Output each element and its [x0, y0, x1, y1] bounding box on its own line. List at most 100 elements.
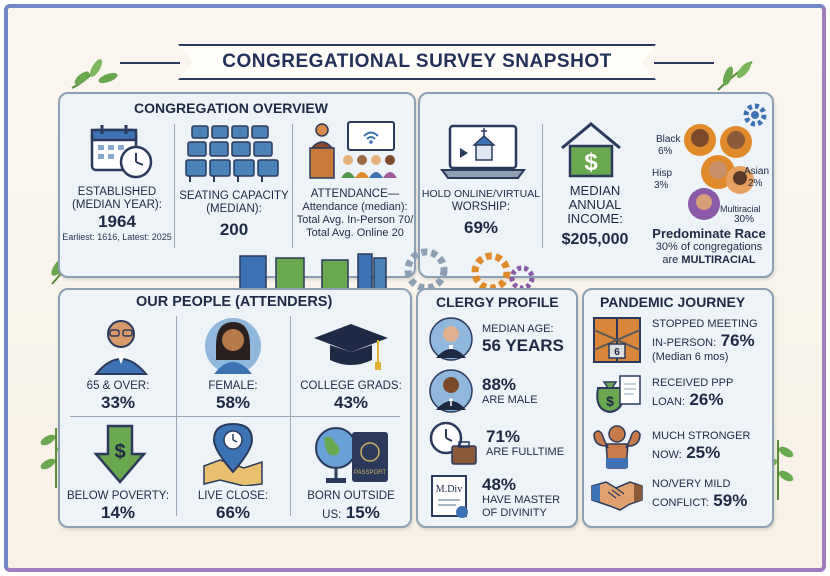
attendance-text: Total Avg. Online 20	[306, 227, 404, 239]
pandemic-stronger-text: MUCH STRONGER NOW: 25%	[652, 430, 750, 463]
clergy-mdiv-label: OF DIVINITY	[482, 506, 547, 519]
stopped-line: IN-PERSON: 76%	[652, 331, 758, 351]
divider	[174, 124, 175, 248]
divider	[70, 416, 400, 417]
stronger-value: 25%	[686, 442, 721, 462]
clergy-mdiv-row: M.Div 48% HAVE MASTER OF DIVINITY	[428, 472, 560, 522]
mdiv-badge: M.Div	[436, 484, 462, 495]
attendance-text: Attendance (median):	[302, 201, 408, 213]
people-value: 43%	[333, 393, 369, 412]
elderly-pastor-icon	[429, 317, 473, 361]
page-title: CONGREGATIONAL SURVEY SNAPSHOT	[178, 44, 656, 80]
pews-icon	[185, 125, 279, 182]
male-pastor-icon	[429, 369, 473, 413]
gear-icon	[743, 103, 767, 127]
divider	[542, 124, 543, 248]
ppp-label: RECEIVED PPP	[652, 376, 734, 389]
clergy-male-text: 88% ARE MALE	[482, 375, 538, 407]
seating-label: (MEDIAN):	[206, 203, 262, 215]
overview-title: CONGREGATION OVERVIEW	[134, 100, 328, 116]
svg-text:PASSPORT: PASSPORT	[354, 470, 386, 476]
leaf-decoration-icon	[717, 61, 753, 91]
clergy-male-value: 88%	[482, 375, 517, 394]
seating-label: SEATING CAPACITY	[179, 190, 289, 202]
online-label: HOLD ONLINE/VIRTUAL	[421, 188, 541, 200]
laptop-church-icon	[440, 124, 526, 179]
calendar-clock-icon	[90, 125, 153, 179]
attendance-cell: ATTENDANCE— Attendance (median): Total A…	[294, 188, 416, 240]
race-line: 30% of congregations	[655, 241, 763, 253]
handshake-icon	[591, 481, 643, 511]
clergy-fulltime-text: 71% ARE FULLTIME	[486, 427, 564, 459]
stronger-line: NOW: 25%	[652, 443, 750, 463]
title-line-left	[120, 62, 180, 64]
strong-arm-icon	[593, 425, 641, 469]
people-value: 33%	[100, 393, 136, 412]
people-value: 15%	[345, 503, 380, 522]
seating-value: 200	[219, 220, 249, 239]
diploma-icon: M.Div	[431, 475, 468, 518]
money-bag-document-icon: $	[596, 375, 641, 414]
people-cell: LIVE CLOSE: 66%	[176, 490, 290, 523]
stopped-sub: (Median 6 mos)	[652, 351, 729, 363]
online-value: 69%	[463, 218, 499, 237]
down-arrow-dollar-icon: $	[93, 424, 147, 484]
ppp-value: 26%	[689, 389, 724, 409]
clergy-male-row: 88% ARE MALE	[428, 368, 538, 414]
clergy-mdiv-text: 48% HAVE MASTER OF DIVINITY	[482, 475, 560, 520]
income-label: INCOME:	[567, 211, 623, 226]
race-asian-label: Asian	[744, 166, 770, 177]
clergy-fulltime-value: 71%	[486, 427, 521, 446]
svg-text:$: $	[114, 441, 125, 463]
pandemic-title: PANDEMIC JOURNEY	[600, 294, 746, 310]
pandemic-stopped-text: STOPPED MEETING IN-PERSON: 76% (Median 6…	[652, 318, 758, 364]
clergy-mdiv-label: HAVE MASTER	[482, 493, 561, 506]
clergy-age-label: MEDIAN AGE:	[482, 323, 554, 335]
people-label: 65 & OVER:	[86, 380, 150, 392]
clergy-title: CLERGY PROFILE	[436, 294, 559, 310]
people-title: OUR PEOPLE (ATTENDERS)	[136, 294, 333, 310]
people-cell: BORN OUTSIDE US: 15%	[290, 490, 412, 523]
house-dollar-icon: $	[561, 122, 621, 178]
people-value: 58%	[215, 393, 251, 412]
clock-briefcase-icon	[429, 421, 477, 465]
preacher-audience-icon	[309, 121, 397, 179]
people-cell: 65 & OVER: 33%	[60, 380, 176, 413]
established-label: (MEDIAN YEAR):	[72, 199, 162, 211]
attendance-label: ATTENDANCE—	[310, 188, 400, 200]
people-value: 66%	[215, 503, 251, 522]
people-cell: COLLEGE GRADS: 43%	[290, 380, 412, 413]
globe-passport-icon: PASSPORT	[315, 427, 388, 483]
race-multi-pct: 30%	[734, 214, 755, 225]
pandemic-stopped-row: 6 STOPPED MEETING IN-PERSON: 76% (Median…	[590, 316, 758, 366]
clergy-age-row: MEDIAN AGE: 56 YEARS	[428, 316, 564, 362]
people-label: COLLEGE GRADS:	[300, 380, 402, 392]
ppp-line: LOAN: 26%	[652, 390, 733, 410]
race-head: Predominate Race	[652, 226, 766, 241]
people-label: FEMALE:	[208, 380, 258, 392]
income-value: $205,000	[561, 231, 629, 248]
books-icon	[239, 253, 387, 290]
clergy-fulltime-label: ARE FULLTIME	[486, 446, 565, 458]
conflict-value: 59%	[713, 490, 748, 510]
established-range: Earliest: 1616, Latest: 2025	[62, 232, 172, 242]
race-line-emph: MULTIRACIAL	[681, 254, 756, 266]
attendance-text: Total Avg. In-Person 70/	[296, 214, 414, 226]
svg-text:$: $	[606, 393, 614, 409]
clergy-age-text: MEDIAN AGE: 56 YEARS	[482, 323, 564, 355]
clergy-mdiv-value: 48%	[482, 474, 517, 494]
race-line: are MULTIRACIAL	[644, 254, 774, 267]
race-line-word: are	[662, 254, 679, 266]
divider	[292, 124, 293, 248]
clergy-male-label: ARE MALE	[482, 394, 538, 406]
established-cell: ESTABLISHED (MEDIAN YEAR): 1964 Earliest…	[60, 186, 174, 242]
people-label: BELOW POVERTY:	[66, 490, 170, 502]
svg-text:$: $	[584, 149, 598, 176]
stopped-label: IN-PERSON:	[652, 337, 717, 349]
diverse-people-icon	[684, 124, 754, 220]
race-black-pct: 6%	[658, 146, 673, 157]
people-cell: FEMALE: 58%	[176, 380, 290, 413]
leaf-decoration-icon	[71, 59, 118, 89]
people-cell: BELOW POVERTY: 14%	[60, 490, 176, 523]
online-cell: HOLD ONLINE/VIRTUAL WORSHIP: 69%	[420, 188, 542, 238]
